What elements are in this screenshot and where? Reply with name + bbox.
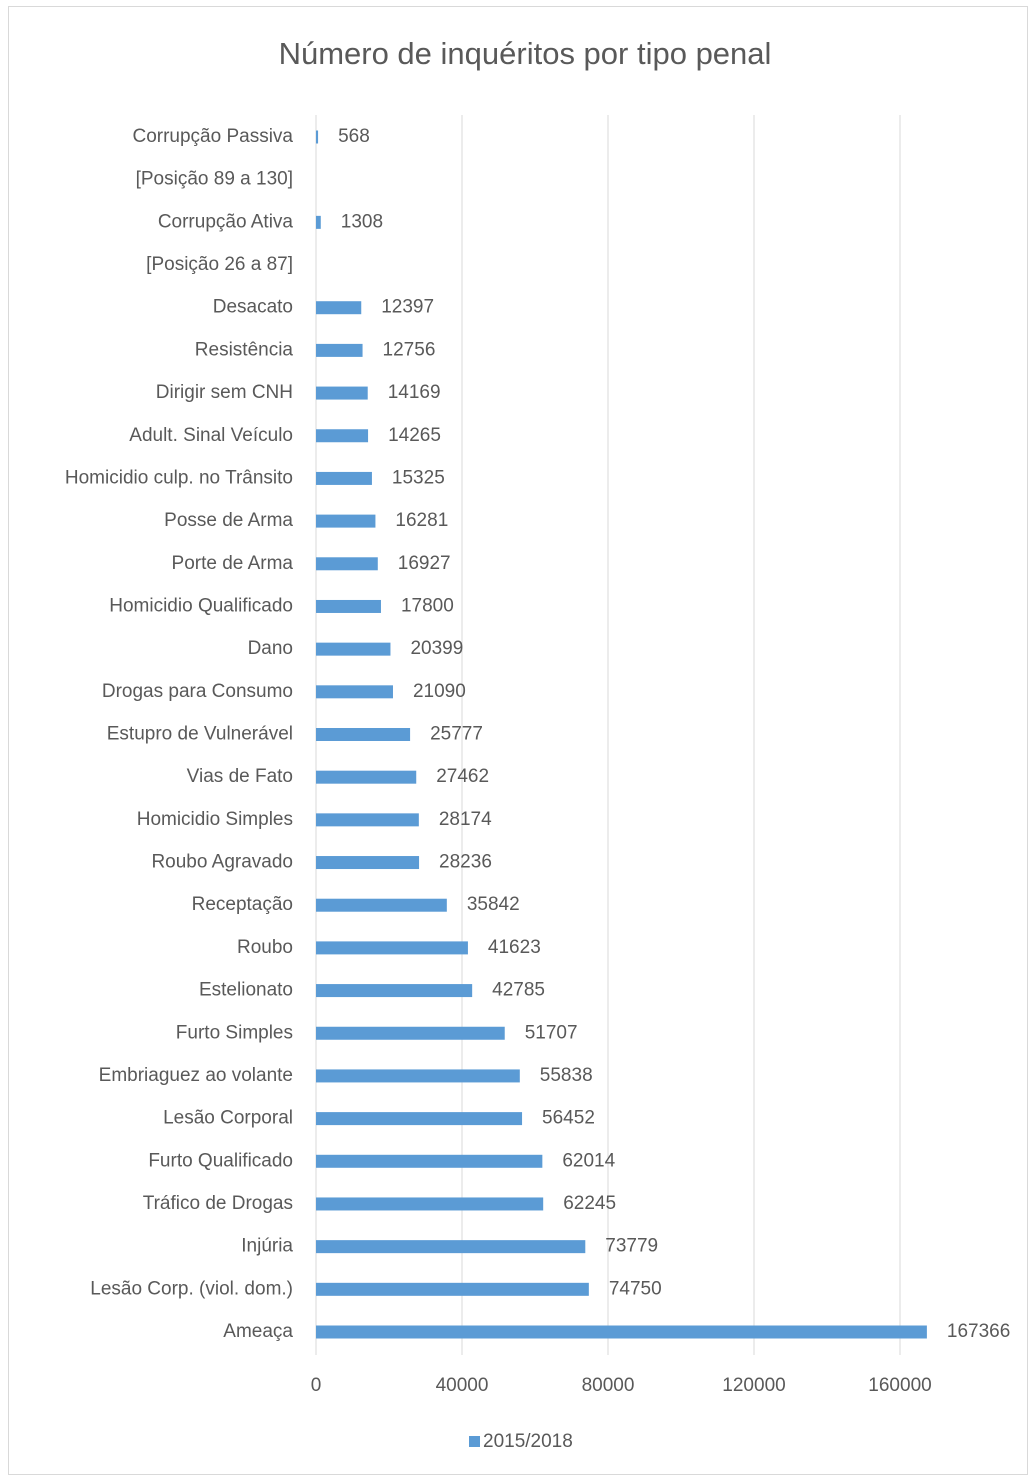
y-tick-label: Homicidio culp. no Trânsito bbox=[65, 467, 293, 488]
bar bbox=[316, 1197, 544, 1211]
bar bbox=[316, 1240, 586, 1254]
x-tick-label: 80000 bbox=[582, 1375, 635, 1396]
data-label: 27462 bbox=[436, 766, 489, 787]
legend-label: 2015/2018 bbox=[483, 1431, 573, 1452]
y-tick-label: Lesão Corp. (viol. dom.) bbox=[90, 1278, 293, 1299]
data-label: 16927 bbox=[398, 553, 451, 574]
bar bbox=[316, 1282, 589, 1296]
data-label: 51707 bbox=[525, 1022, 578, 1043]
data-label: 15325 bbox=[392, 467, 445, 488]
data-label: 28236 bbox=[439, 852, 492, 873]
bar bbox=[316, 941, 468, 955]
y-tick-label: Roubo Agravado bbox=[151, 852, 293, 873]
bar bbox=[316, 599, 381, 613]
legend-swatch bbox=[469, 1436, 480, 1447]
y-tick-label: Corrupção Passiva bbox=[132, 126, 293, 147]
bar bbox=[316, 1112, 523, 1126]
bar bbox=[316, 471, 372, 485]
bar bbox=[316, 813, 419, 827]
data-label: 42785 bbox=[492, 980, 545, 1001]
bar bbox=[316, 898, 447, 912]
data-label: 62245 bbox=[563, 1193, 616, 1214]
y-tick-label: [Posição 26 a 87] bbox=[146, 254, 293, 275]
data-label: 16281 bbox=[395, 510, 448, 531]
y-tick-label: Homicidio Qualificado bbox=[109, 595, 293, 616]
data-label: 74750 bbox=[609, 1278, 662, 1299]
y-tick-label: [Posição 89 a 130] bbox=[136, 169, 293, 190]
data-label: 12397 bbox=[381, 297, 434, 318]
data-label: 56452 bbox=[542, 1108, 595, 1129]
bar bbox=[316, 1154, 543, 1168]
bar bbox=[316, 557, 378, 571]
y-tick-label: Dirigir sem CNH bbox=[156, 382, 293, 403]
y-tick-label: Roubo bbox=[237, 937, 293, 958]
data-label: 12756 bbox=[383, 339, 436, 360]
bar bbox=[316, 728, 411, 741]
y-tick-label: Vias de Fato bbox=[187, 766, 293, 787]
y-tick-label: Adult. Sinal Veículo bbox=[129, 425, 293, 446]
y-tick-label: Posse de Arma bbox=[164, 510, 293, 531]
x-tick-label: 120000 bbox=[722, 1375, 785, 1396]
bar bbox=[316, 685, 393, 699]
y-tick-label: Homicidio Simples bbox=[137, 809, 293, 830]
data-label: 20399 bbox=[410, 638, 463, 659]
y-tick-label: Furto Simples bbox=[176, 1022, 293, 1043]
bar bbox=[316, 856, 420, 870]
data-label: 55838 bbox=[540, 1065, 593, 1086]
y-tick-label: Tráfico de Drogas bbox=[143, 1193, 293, 1214]
bar bbox=[316, 429, 369, 443]
bar bbox=[316, 1069, 520, 1083]
bar bbox=[316, 514, 376, 528]
y-tick-label: Receptação bbox=[192, 894, 293, 915]
data-label: 73779 bbox=[605, 1236, 658, 1257]
y-tick-label: Embriaguez ao volante bbox=[99, 1065, 293, 1086]
x-tick-label: 160000 bbox=[868, 1375, 931, 1396]
y-tick-label: Dano bbox=[248, 638, 293, 659]
chart-title: Número de inquéritos por tipo penal bbox=[279, 36, 772, 71]
bar bbox=[316, 343, 363, 357]
bar bbox=[316, 1325, 927, 1339]
x-tick-label: 40000 bbox=[436, 1375, 489, 1396]
data-label: 568 bbox=[338, 126, 370, 147]
bar bbox=[316, 301, 362, 315]
data-label: 14265 bbox=[388, 425, 441, 446]
y-tick-label: Ameaça bbox=[223, 1321, 293, 1342]
data-label: 21090 bbox=[413, 681, 466, 702]
y-tick-label: Lesão Corporal bbox=[163, 1108, 293, 1129]
y-tick-label: Corrupção Ativa bbox=[158, 211, 294, 232]
data-label: 1308 bbox=[341, 211, 383, 232]
bar bbox=[316, 215, 321, 229]
bar bbox=[316, 642, 391, 656]
data-label: 62014 bbox=[562, 1150, 615, 1171]
bar bbox=[316, 1026, 505, 1040]
data-label: 28174 bbox=[439, 809, 492, 830]
bar bbox=[316, 770, 417, 784]
bar bbox=[316, 130, 319, 144]
data-label: 167366 bbox=[947, 1321, 1010, 1342]
data-label: 25777 bbox=[430, 724, 483, 745]
data-label: 41623 bbox=[488, 937, 541, 958]
y-tick-label: Furto Qualificado bbox=[148, 1150, 293, 1171]
chart-border bbox=[8, 6, 1028, 1475]
y-tick-label: Estelionato bbox=[199, 980, 293, 1001]
data-label: 17800 bbox=[401, 595, 454, 616]
data-label: 14169 bbox=[388, 382, 441, 403]
x-tick-label: 0 bbox=[311, 1375, 322, 1396]
bar bbox=[316, 984, 473, 998]
y-tick-label: Desacato bbox=[213, 297, 293, 318]
data-label: 35842 bbox=[467, 894, 520, 915]
y-tick-label: Injúria bbox=[241, 1236, 293, 1257]
y-tick-label: Resistência bbox=[195, 339, 294, 360]
y-tick-label: Porte de Arma bbox=[172, 553, 294, 574]
bar bbox=[316, 386, 368, 400]
y-tick-label: Drogas para Consumo bbox=[102, 681, 293, 702]
y-tick-label: Estupro de Vulnerável bbox=[107, 724, 293, 745]
